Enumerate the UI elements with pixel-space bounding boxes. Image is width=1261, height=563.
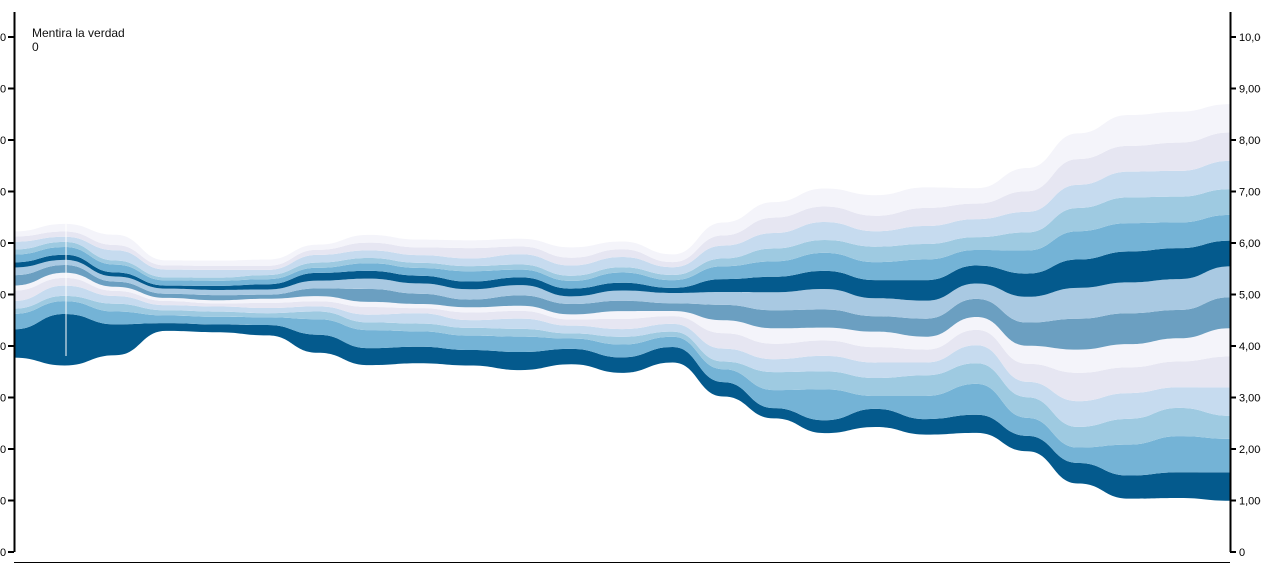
stream-layer-1[interactable] [14,313,1230,501]
stream-layer-13[interactable] [14,132,1230,270]
stream-layer-9[interactable] [14,240,1230,301]
tooltip-value: 0 [32,40,39,54]
stream-layer-8[interactable] [14,259,1230,323]
left-axis-tick-label: 0 [0,135,6,147]
left-axis-tick-label: 0 [0,496,6,508]
stream-layer-5[interactable] [14,277,1230,402]
left-y-axis: 0 0 0 0 0 0 0 0 0 0 0 [0,12,16,559]
right-axis-tick-label: 5,000 [1239,290,1261,302]
right-axis-tick-label: 10,000 [1239,32,1261,44]
stream-layer-7[interactable] [14,265,1230,350]
stream-layer-11[interactable] [14,189,1230,281]
stream-layer-4[interactable] [14,285,1230,427]
stream-layer-10[interactable] [14,214,1230,289]
right-axis-tick-label: 9,000 [1239,84,1261,96]
right-axis-tick-label: 4,000 [1239,341,1261,353]
right-axis-tick-label: 3,000 [1239,393,1261,405]
right-axis-tick-label: 8,000 [1239,135,1261,147]
stream-layer-3[interactable] [14,295,1230,448]
left-axis-tick-label: 0 [0,32,6,44]
right-axis-tick-label: 1,000 [1239,496,1261,508]
left-axis-tick-label: 0 [0,290,6,302]
right-y-axis: 0 1,000 2,000 3,000 4,000 5,000 6,000 7,000 8,00… [1229,12,1261,559]
left-axis-tick-label: 0 [0,393,6,405]
right-axis-tick-label: 0 [1239,547,1245,559]
left-axis-tick-label: 0 [0,547,6,559]
left-axis-tick-label: 0 [0,84,6,96]
stream-layer-14[interactable] [14,104,1230,266]
left-axis-tick-label: 0 [0,187,6,199]
right-axis-tick-label: 6,000 [1239,238,1261,250]
right-axis-tick-label: 7,000 [1239,187,1261,199]
stream-layer-6[interactable] [14,272,1230,373]
left-axis-tick-label: 0 [0,238,6,250]
stream-layers [14,104,1230,501]
stream-layer-2[interactable] [14,301,1230,476]
tooltip-title: Mentira la verdad [32,26,125,40]
left-axis-tick-label: 0 [0,341,6,353]
right-axis-tick-label: 2,000 [1239,444,1261,456]
stream-layer-12[interactable] [14,160,1230,278]
left-axis-tick-label: 0 [0,444,6,456]
